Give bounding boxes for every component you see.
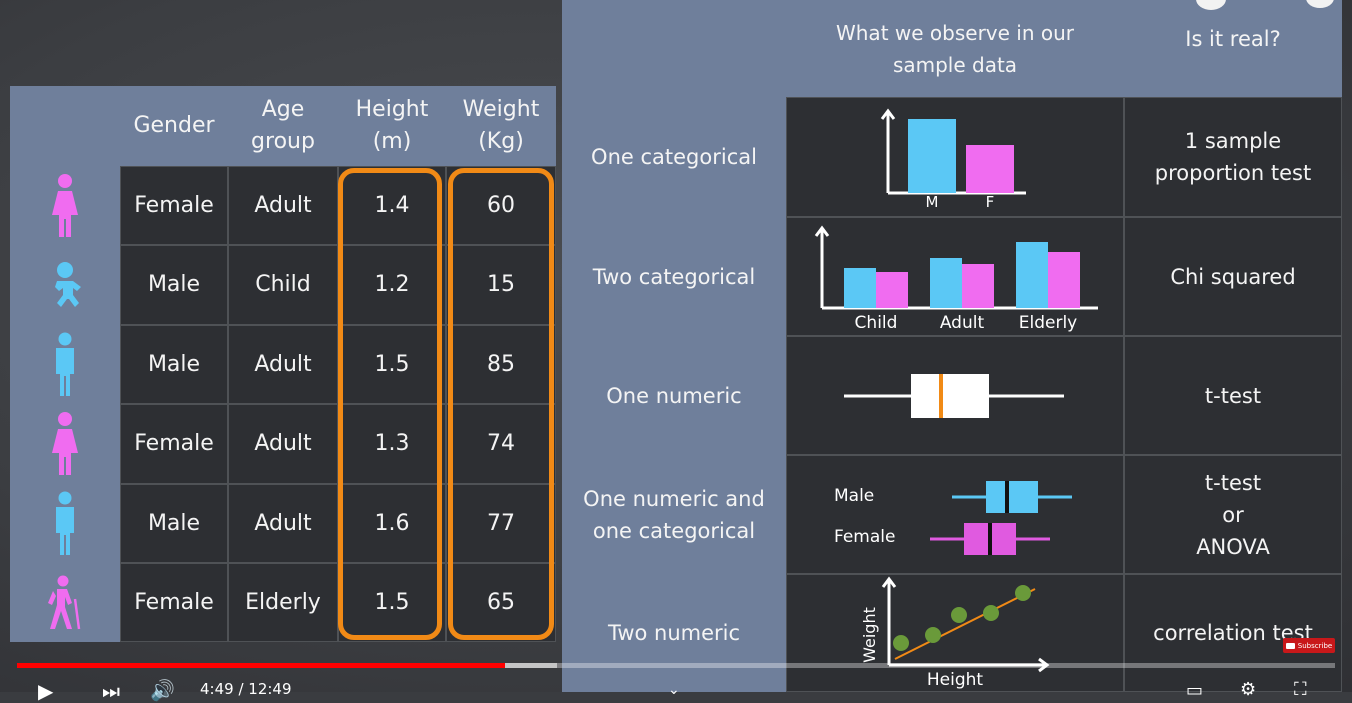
category-label-adult: Adult — [940, 313, 985, 332]
cell-gender: Male — [120, 484, 228, 563]
header-height: Height (m) — [338, 86, 446, 166]
row-type-label: One numeric — [606, 383, 742, 408]
cell-height: 1.5 — [338, 325, 446, 404]
category-label-elderly: Elderly — [1019, 313, 1078, 332]
youtube-icon — [1285, 642, 1295, 649]
header-height-label: Height (m) — [355, 97, 429, 154]
cell-age-group: Adult — [228, 325, 338, 404]
female-adult-icon — [10, 404, 120, 484]
cell-gender: Female — [120, 404, 228, 484]
time-display: 4:49 / 12:49 — [200, 680, 292, 698]
weight-column-highlight — [448, 168, 554, 640]
category-label-f: F — [986, 193, 995, 209]
cell-age-group: Adult — [228, 404, 338, 484]
played-bar — [17, 663, 505, 668]
header-weight-label: Weight (Kg) — [462, 97, 540, 154]
grouped-boxplot-icon: Male Female — [786, 455, 1124, 574]
row-type-label: Two numeric — [607, 621, 741, 645]
cell-weight: 60 — [446, 166, 556, 245]
group-label-female: Female — [834, 527, 895, 547]
icon-column-header — [10, 86, 120, 166]
cell-age-group: Adult — [228, 166, 338, 245]
row-test-label: 1 sample proportion test — [1124, 97, 1342, 217]
top-control-icon[interactable] — [1196, 0, 1226, 10]
cell-age-group: Elderly — [228, 563, 338, 642]
female-adult-icon — [10, 166, 120, 245]
progress-bar[interactable] — [17, 663, 1335, 668]
corner-header — [562, 0, 786, 97]
cell-age-group: Child — [228, 245, 338, 325]
test-selection-table: What we observe in our sample data Is it… — [562, 0, 1352, 692]
baby-icon — [10, 245, 120, 325]
header-gender: Gender — [120, 86, 228, 166]
cell-age-group: Adult — [228, 484, 338, 563]
row-type-label: One categorical — [591, 145, 757, 169]
header-weight: Weight (Kg) — [446, 86, 556, 166]
cell-gender: Female — [120, 166, 228, 245]
cell-weight: 77 — [446, 484, 556, 563]
group-label-male: Male — [834, 486, 874, 506]
row-test-label: t-test or ANOVA — [1124, 455, 1342, 574]
type-column — [562, 97, 786, 692]
fullscreen-icon[interactable]: ⛶ — [1294, 679, 1307, 700]
row-test-label: Chi squared — [1124, 217, 1342, 336]
play-icon[interactable]: ▶ — [38, 679, 54, 703]
scatter-plot-icon: Weight Height — [786, 574, 1124, 692]
cell-gender: Male — [120, 325, 228, 404]
icon-column — [10, 166, 120, 642]
cell-height: 1.6 — [338, 484, 446, 563]
elderly-hiker-icon — [10, 563, 120, 642]
male-adult-icon — [10, 325, 120, 404]
male-adult-icon — [10, 484, 120, 563]
cell-weight: 65 — [446, 563, 556, 642]
subscribe-label: Subscribe — [1297, 641, 1333, 650]
height-column-highlight — [338, 168, 442, 640]
sample-data-table: Gender Age group Height (m) Weight (Kg) … — [10, 86, 556, 642]
settings-icon[interactable]: ⚙ — [1240, 679, 1257, 700]
row-test-label: correlation test — [1124, 574, 1342, 692]
scatter-y-label: Weight — [860, 607, 879, 663]
header-age-group: Age group — [228, 86, 338, 166]
boxplot-icon — [786, 336, 1124, 455]
cell-gender: Male — [120, 245, 228, 325]
category-label-child: Child — [855, 313, 898, 332]
category-label-m: M — [926, 193, 939, 209]
top-menu-icon[interactable] — [1306, 0, 1334, 8]
subscribe-button[interactable]: Subscribe — [1283, 638, 1335, 653]
cell-gender: Female — [120, 563, 228, 642]
header-observe-label: What we observe in our sample data — [835, 20, 1075, 77]
header-observe: What we observe in our sample data — [786, 0, 1124, 97]
next-icon[interactable]: ⏭ — [102, 679, 120, 703]
row-test-label: t-test — [1124, 336, 1342, 455]
header-real-label: Is it real? — [1185, 26, 1281, 51]
chapter-chevron-icon[interactable]: ⌄ — [668, 682, 680, 698]
cell-weight: 15 — [446, 245, 556, 325]
row-type-label: One numeric and one categorical — [583, 486, 765, 543]
header-real: Is it real? — [1124, 0, 1342, 97]
one-categorical-bar-chart: M F — [786, 97, 1124, 217]
cut-off-title-line — [0, 0, 560, 14]
header-gender-label: Gender — [133, 113, 215, 138]
header-age-group-label: Age group — [251, 97, 315, 154]
scatter-x-label: Height — [927, 670, 984, 690]
volume-icon[interactable]: 🔊 — [150, 678, 175, 702]
cell-height: 1.3 — [338, 404, 446, 484]
captions-icon[interactable]: ▭ — [1186, 680, 1204, 701]
row-type-label: Two categorical — [592, 264, 756, 289]
two-categorical-bar-chart: Child Adult Elderly — [786, 217, 1124, 336]
cell-weight: 74 — [446, 404, 556, 484]
cell-weight: 85 — [446, 325, 556, 404]
